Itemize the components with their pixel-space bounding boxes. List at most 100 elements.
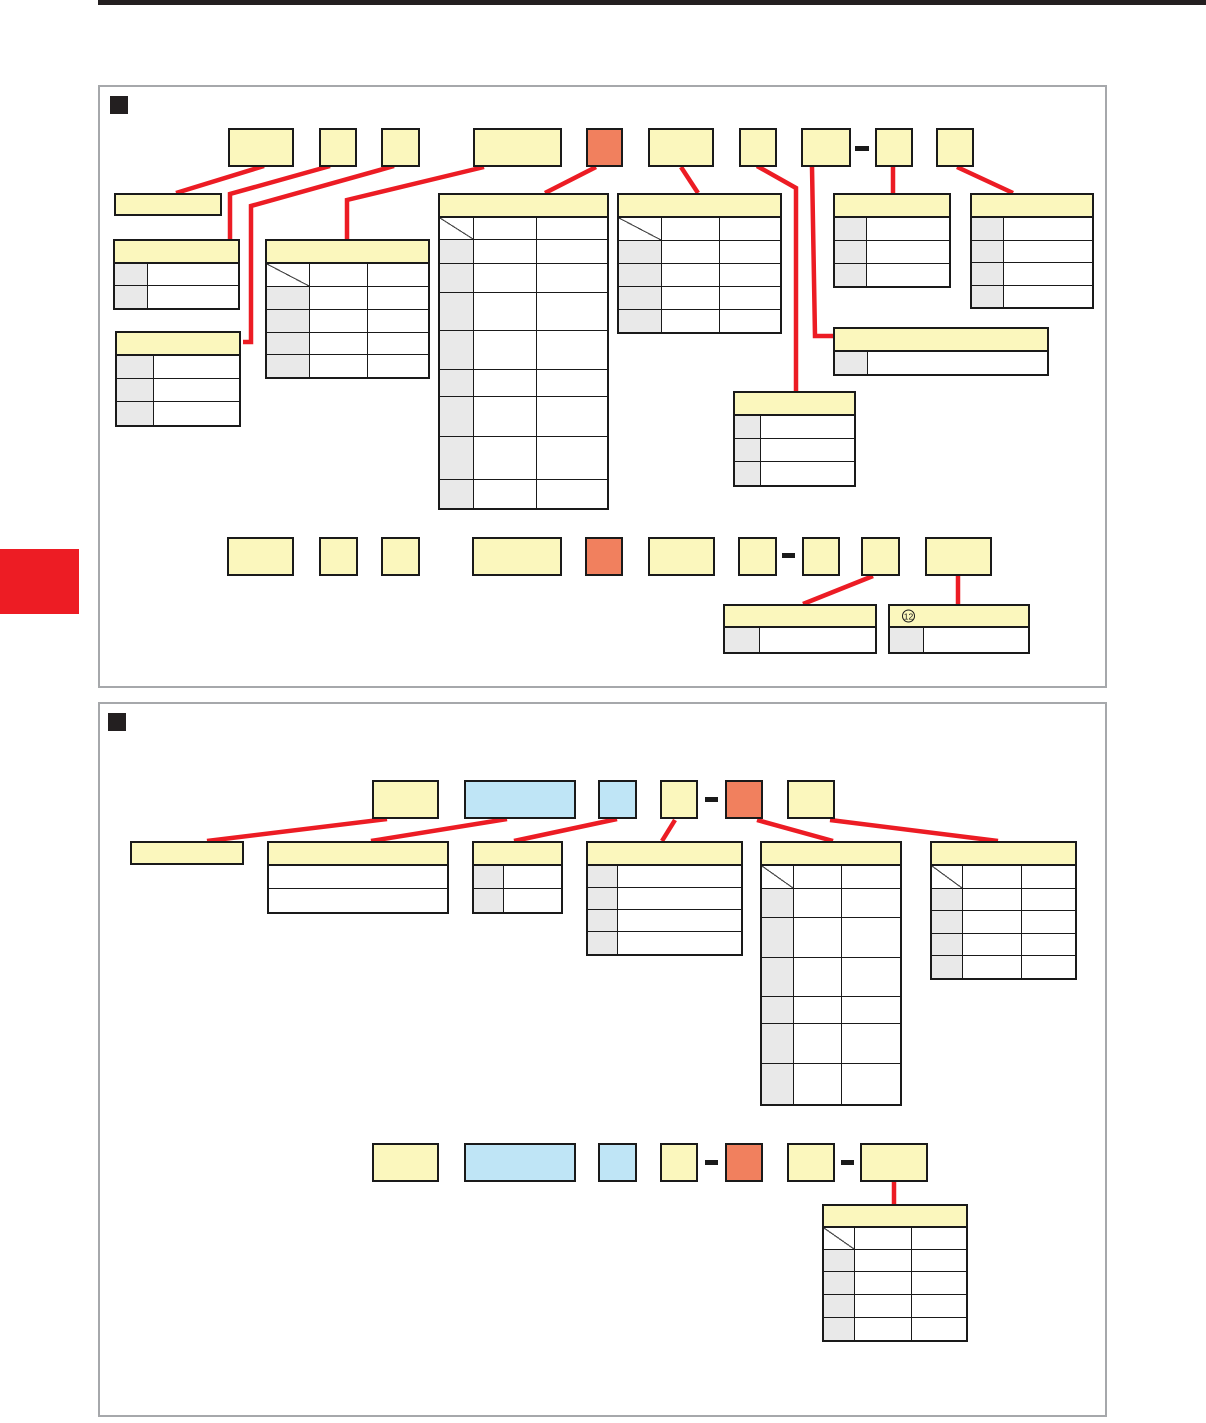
column-divider (841, 866, 842, 1104)
table-row (735, 439, 854, 462)
key-cell (588, 932, 618, 954)
table-row (762, 889, 900, 918)
table-body (725, 628, 875, 652)
table-row (619, 310, 780, 332)
column-divider (367, 264, 368, 377)
table-row (115, 286, 238, 308)
table-header (115, 241, 238, 264)
code-box-blue (598, 780, 637, 819)
key-cell (619, 241, 662, 263)
table-row (972, 286, 1092, 307)
option-table (733, 391, 856, 487)
key-cell (440, 293, 474, 330)
table-row (115, 264, 238, 286)
key-cell (824, 1295, 855, 1317)
key-cell (619, 310, 662, 332)
table-body (619, 218, 780, 332)
key-cell (619, 287, 662, 309)
table-row (117, 356, 239, 379)
diagonal-header-cell (824, 1228, 855, 1249)
code-box (372, 1143, 439, 1182)
table-body (932, 866, 1075, 978)
table-header (440, 195, 607, 218)
diagonal-header-cell (619, 218, 662, 240)
table-row (267, 264, 428, 287)
table-row (762, 1024, 900, 1064)
table-body (115, 264, 238, 308)
table-row (440, 218, 607, 240)
option-table (930, 841, 1077, 980)
key-cell (440, 240, 474, 263)
page-top-rule (98, 0, 1206, 5)
key-cell (890, 628, 924, 652)
how-to-order-top-section-marker (110, 96, 128, 114)
code-box (787, 780, 835, 819)
table-header: 12 (890, 606, 1028, 628)
table-row (762, 866, 900, 889)
table-row (269, 866, 447, 889)
table-header (474, 843, 561, 866)
key-cell (932, 911, 963, 933)
separator-dash (855, 146, 869, 151)
key-cell (725, 628, 760, 652)
table-header (269, 843, 447, 866)
code-box-blue (464, 780, 576, 819)
table-row (440, 240, 607, 264)
table-row (440, 437, 607, 480)
key-cell (440, 370, 474, 396)
table-row (619, 264, 780, 287)
key-cell (835, 218, 867, 240)
table-row (890, 628, 1028, 652)
code-box-highlight (725, 780, 763, 819)
table-row (440, 331, 607, 370)
code-box (319, 537, 358, 576)
table-row (824, 1228, 966, 1250)
table-header (725, 606, 875, 628)
table-row (619, 287, 780, 310)
table-body (267, 264, 428, 377)
code-box (381, 128, 420, 167)
table-row (117, 402, 239, 425)
label-bar (114, 193, 222, 216)
code-box (227, 537, 294, 576)
key-cell (824, 1272, 855, 1294)
code-box-highlight (725, 1143, 763, 1182)
key-cell (440, 480, 474, 508)
table-body (588, 866, 741, 954)
key-cell (824, 1318, 855, 1340)
code-box (787, 1143, 835, 1182)
option-table-with-badge: 12 (888, 604, 1030, 654)
key-cell (932, 889, 963, 910)
key-cell (735, 416, 761, 438)
separator-dash (841, 1160, 854, 1165)
key-cell (835, 241, 867, 263)
key-cell (117, 402, 154, 425)
key-cell (117, 356, 154, 378)
table-row (619, 218, 780, 241)
diagonal-header-cell (762, 866, 794, 888)
table-row (474, 889, 561, 912)
key-cell (115, 286, 148, 308)
table-body (835, 352, 1047, 374)
label-bar (130, 841, 244, 865)
option-table (833, 327, 1049, 376)
key-cell (972, 241, 1004, 262)
how-to-order-bottom-section-marker (108, 713, 126, 731)
code-box (875, 128, 913, 167)
table-row (588, 888, 741, 910)
table-row (269, 889, 447, 912)
key-cell (972, 218, 1004, 240)
table-row (440, 293, 607, 331)
diagonal-header-cell (932, 866, 963, 888)
key-cell (835, 352, 868, 374)
table-body (890, 628, 1028, 652)
table-row (824, 1318, 966, 1340)
table-body (440, 218, 607, 508)
table-row (474, 866, 561, 889)
table-row (619, 241, 780, 264)
key-cell (115, 264, 148, 285)
table-row (588, 932, 741, 954)
table-row (972, 263, 1092, 286)
separator-dash (705, 1160, 718, 1165)
table-body (735, 416, 854, 485)
